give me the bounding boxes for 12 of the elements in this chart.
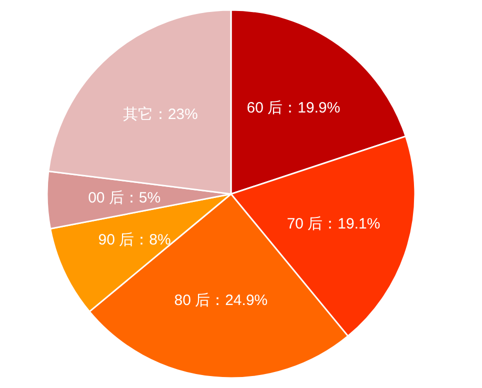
- slice-label: 60 后: [246, 99, 283, 116]
- slice-label: 90 后: [98, 231, 134, 248]
- data-label: ：19.1%: [322, 215, 380, 232]
- slice-label: 70 后: [286, 215, 323, 232]
- data-label: ：23%: [152, 106, 198, 122]
- slice-label: 其它: [122, 106, 153, 122]
- slice-label: 80 后: [174, 292, 210, 309]
- data-label: ：24.9%: [210, 292, 268, 309]
- data-label: ：8%: [134, 231, 171, 248]
- slice-label: 00 后: [88, 189, 124, 206]
- data-label: ：19.9%: [282, 99, 340, 116]
- data-label: ：5%: [124, 189, 161, 206]
